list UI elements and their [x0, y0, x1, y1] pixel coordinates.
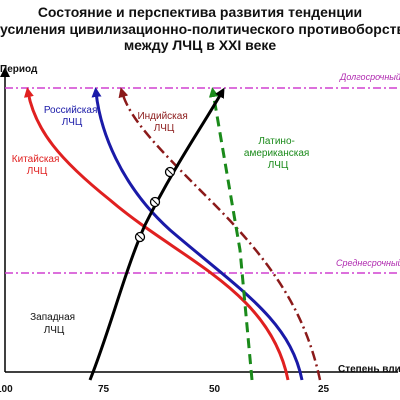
- india-label: Индийская ЛЧЦ: [137, 111, 190, 134]
- x-tick-label: 50: [209, 384, 221, 395]
- india-curve: [118, 87, 322, 381]
- x-axis-label: Степень влияния: [338, 364, 400, 375]
- latam-label: Латино- американская ЛЧЦ: [244, 136, 312, 171]
- west-curve: [88, 87, 225, 381]
- china-label: Китайская ЛЧЦ: [12, 154, 62, 177]
- y-axis-label: Период: [0, 64, 38, 75]
- west-label: Западная ЛЧЦ: [30, 312, 78, 336]
- china-curve: [23, 87, 290, 381]
- x-tick-label: 25: [318, 384, 330, 395]
- medium-term-period-label: Среднесрочный: [336, 258, 400, 268]
- intersection-marker: [134, 231, 146, 243]
- x-tick-label: 100: [0, 384, 13, 395]
- intersection-marker: [164, 166, 176, 178]
- chart-title: Состояние и перспектива развития тенденц…: [0, 4, 400, 54]
- title-line-2: усиления цивилизационно-политического пр…: [0, 20, 400, 37]
- intersection-marker: [149, 196, 161, 208]
- title-line-3: между ЛЧЦ в XXI веке: [123, 37, 277, 53]
- x-tick-label: 75: [98, 384, 110, 395]
- russia-curve: [91, 87, 304, 381]
- latam-curve: [208, 87, 254, 381]
- title-line-1: Состояние и перспектива развития тенденц…: [37, 4, 363, 20]
- russia-label: Российская ЛЧЦ: [44, 105, 100, 128]
- long-term-period-label: Долгосрочный: [339, 72, 400, 82]
